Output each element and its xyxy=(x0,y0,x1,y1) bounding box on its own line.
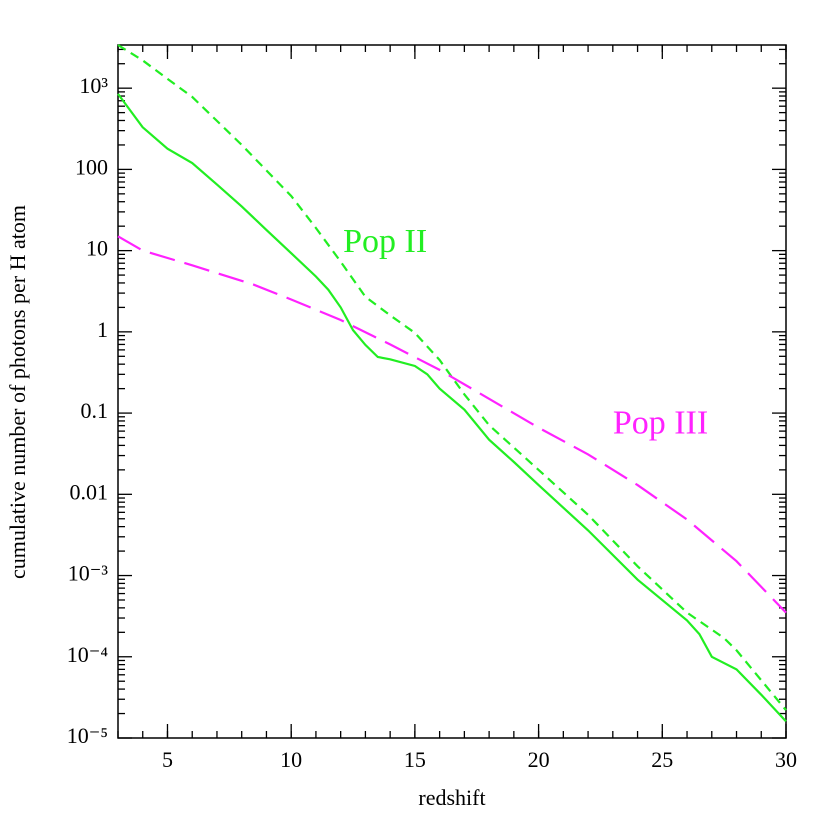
series-line xyxy=(117,235,787,614)
x-axis-label: redshift xyxy=(418,785,485,810)
series-line xyxy=(117,93,787,723)
annotation: Pop III xyxy=(613,404,708,441)
x-tick-label: 30 xyxy=(775,747,797,772)
x-tick-label: 20 xyxy=(528,747,550,772)
annotation: Pop II xyxy=(343,223,427,260)
y-tick-label: 100 xyxy=(75,154,108,179)
y-tick-label: 0.01 xyxy=(70,479,109,504)
y-tick-label: 10⁻⁴ xyxy=(67,642,109,667)
x-tick-label: 15 xyxy=(404,747,426,772)
x-tick-label: 10 xyxy=(280,747,302,772)
x-tick-label: 25 xyxy=(651,747,673,772)
series-line xyxy=(117,44,787,711)
y-axis-label: cumulative number of photons per H atom xyxy=(5,205,30,579)
y-tick-label: 1 xyxy=(97,317,108,342)
y-tick-label: 0.1 xyxy=(81,398,109,423)
y-tick-label: 10³ xyxy=(79,73,108,98)
y-tick-label: 10⁻⁵ xyxy=(67,723,108,748)
x-tick-label: 5 xyxy=(162,747,173,772)
plot-frame xyxy=(117,44,787,739)
y-tick-label: 10⁻³ xyxy=(68,561,109,586)
y-tick-label: 10 xyxy=(86,236,108,261)
